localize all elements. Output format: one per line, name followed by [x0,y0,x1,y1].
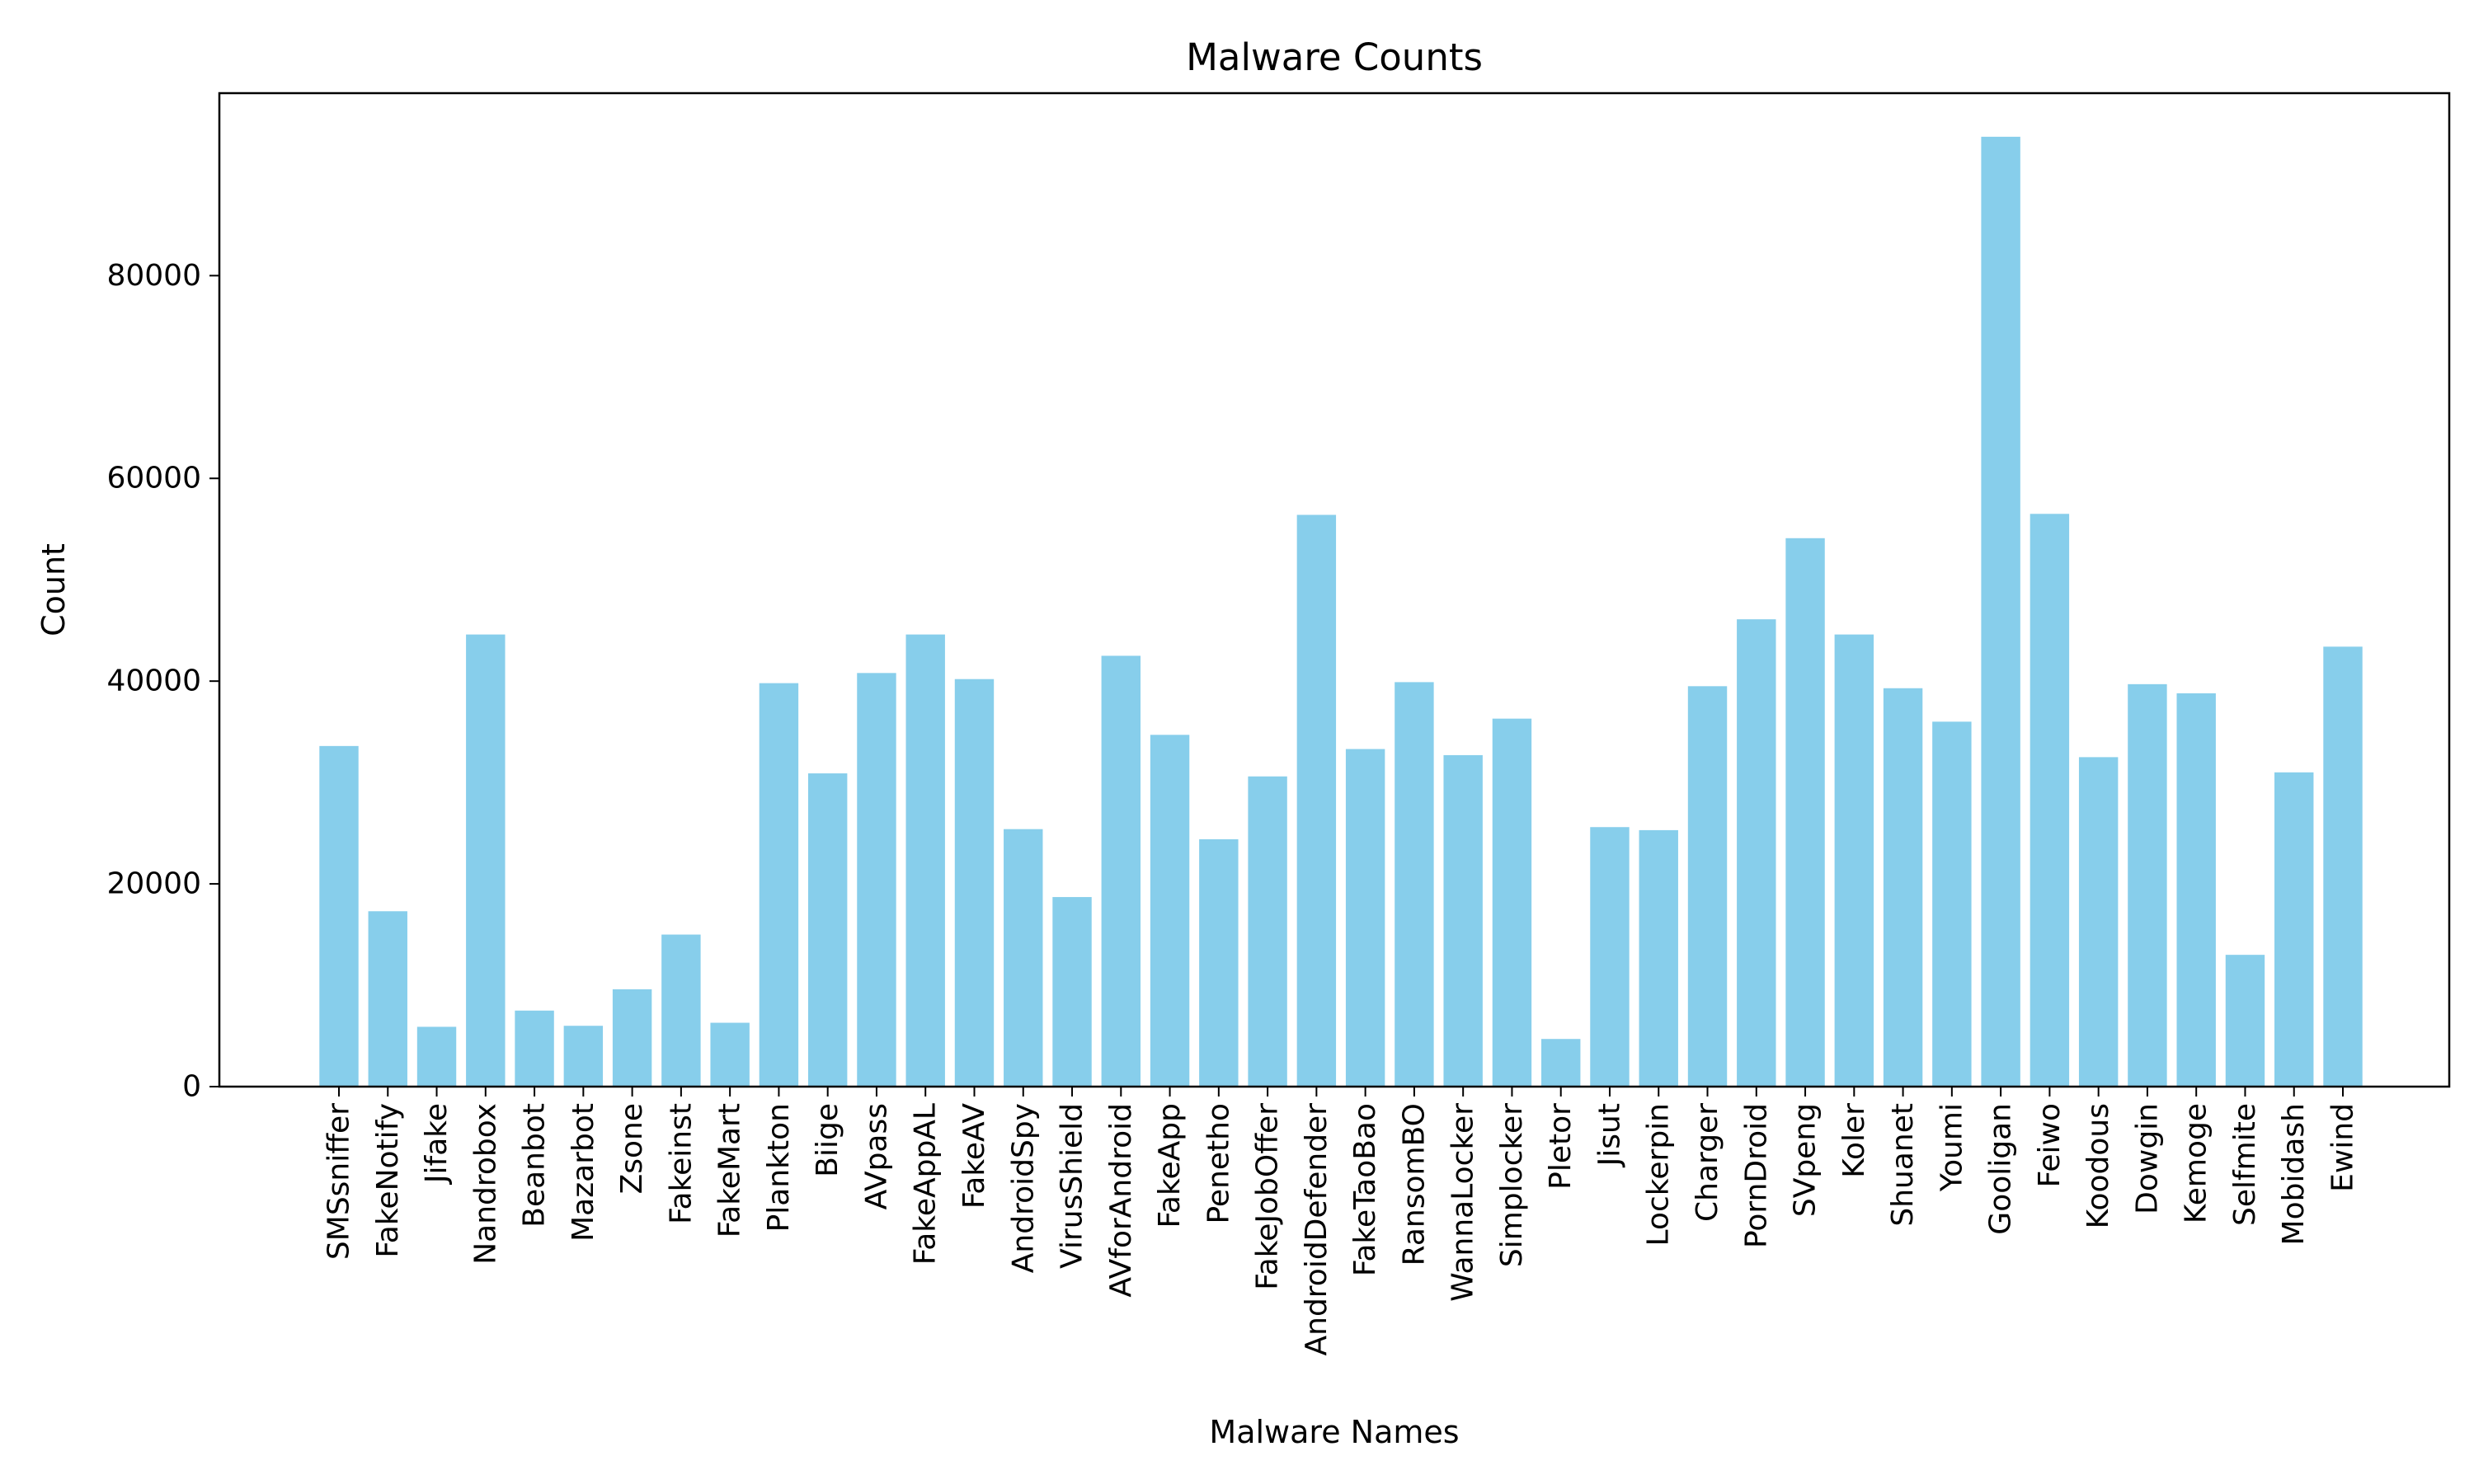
bar-fakejoboffer [1248,776,1287,1087]
bar-fakeappal [905,634,945,1087]
x-tick-label: PornDroid [1739,1103,1773,1248]
x-tick-label: FakeTaoBao [1348,1103,1382,1276]
bar-charger [1687,686,1728,1087]
bar-gooligan [1981,136,2020,1087]
x-tick-label: Simplocker [1495,1103,1529,1267]
x-tick-label: Mazarbot [567,1103,600,1242]
x-tick-label: FakeJobOffer [1251,1103,1285,1290]
bar-ewind [2323,646,2363,1087]
bar-porndroid [1737,619,1776,1087]
x-tick-label: Dowgin [2130,1103,2164,1214]
x-tick-label: Plankton [762,1103,796,1232]
x-axis-ticks: SMSsniffer FakeNotify Jifake Nandrobox Beanb… [322,1087,2360,1356]
y-tick-label: 20000 [106,867,201,901]
y-tick-label: 60000 [106,462,201,495]
x-tick-label: FakeAV [957,1103,991,1209]
x-axis-label: Malware Names [1209,1414,1459,1450]
x-tick-label: Charger [1691,1103,1724,1222]
x-tick-label: Ewind [2326,1103,2360,1192]
bar-nandrobox [466,634,506,1087]
bar-mobidash [2274,772,2314,1087]
x-tick-label: Biige [811,1103,844,1177]
x-tick-label: FakeAppAL [909,1103,943,1265]
plot-frame [218,92,2451,1088]
bar-jisut [1590,827,1630,1087]
x-tick-label: Beanbot [518,1103,552,1228]
bar-koler [1834,634,1874,1087]
x-tick-label: Shuanet [1886,1103,1920,1227]
chart-title: Malware Counts [1186,35,1483,79]
y-axis-label: Count [35,543,72,636]
y-tick-label: 80000 [106,259,201,293]
x-tick-label: FakeMart [713,1103,747,1237]
x-tick-label: FakeNotify [371,1103,405,1258]
bar-feiwo [2030,514,2070,1087]
bar-jifake [416,1026,457,1087]
bar-kemoge [2176,693,2216,1087]
x-tick-label: Koodous [2081,1103,2115,1228]
x-tick-label: WannaLocker [1446,1103,1480,1302]
x-tick-label: AVforAndroid [1104,1103,1138,1298]
bar-dowgin [2128,683,2167,1087]
bar-avforandroid [1101,655,1141,1087]
x-tick-label: Kemoge [2180,1103,2213,1223]
x-tick-label: AndroidDefender [1300,1103,1333,1356]
x-tick-label: Zsone [615,1103,649,1194]
bar-faketaobao [1345,749,1385,1087]
bar-youmi [1932,721,1972,1087]
bar-biige [807,773,848,1087]
bar-fakeapp [1150,735,1190,1087]
x-tick-label: Koler [1837,1103,1871,1178]
bar-svpeng [1785,538,1825,1087]
y-tick-label: 40000 [106,665,201,698]
x-tick-label: Lockerpin [1642,1103,1676,1246]
bar-androiddefender [1296,514,1337,1087]
bars-group [319,136,2363,1087]
bar-ransombo [1395,682,1434,1087]
bar-penetho [1199,838,1239,1087]
bar-shuanet [1883,688,1923,1087]
x-tick-label: Mobidash [2277,1103,2311,1245]
bar-pletor [1541,1039,1581,1087]
x-tick-label: SMSsniffer [322,1103,356,1260]
y-tick-label: 0 [182,1070,201,1104]
bar-fakeinst [661,934,701,1087]
x-tick-label: RansomBO [1397,1103,1431,1266]
x-tick-label: VirusShield [1056,1103,1089,1269]
bar-fakenotify [368,911,407,1087]
x-tick-label: AndroidSpy [1006,1103,1040,1273]
bar-fakeav [954,679,995,1087]
x-tick-label: FakeApp [1153,1103,1187,1228]
x-tick-label: Feiwo [2033,1103,2067,1187]
bar-avpass [857,673,896,1087]
x-tick-label: Jifake [420,1103,454,1185]
x-tick-label: Youmi [1935,1103,1968,1192]
x-tick-label: Gooligan [1984,1103,2018,1235]
x-tick-label: Selfmite [2228,1103,2262,1226]
bar-zsone [612,989,652,1087]
x-tick-label: Jisut [1592,1103,1626,1167]
bar-beanbot [515,1010,554,1087]
x-tick-label: Pletor [1544,1103,1578,1190]
bar-mazarbot [563,1026,604,1087]
bar-androidspy [1004,829,1043,1087]
y-axis-ticks: 0 20000 40000 60000 80000 [106,259,219,1104]
x-tick-label: SVpeng [1789,1103,1823,1217]
x-tick-label: AVpass [859,1103,893,1209]
x-tick-label: Fakeinst [664,1103,698,1224]
x-tick-label: Nandrobox [468,1103,502,1265]
x-tick-label: Penetho [1202,1103,1235,1224]
bar-koodous [2078,757,2119,1087]
bar-fakemart [710,1022,750,1087]
bar-lockerpin [1639,829,1678,1087]
bar-wannalocker [1443,754,1483,1087]
bar-plankton [759,683,799,1087]
bar-virusshield [1052,897,1092,1087]
bar-smssniffer [319,745,359,1087]
bar-simplocker [1492,718,1532,1087]
bar-selfmite [2225,955,2265,1087]
